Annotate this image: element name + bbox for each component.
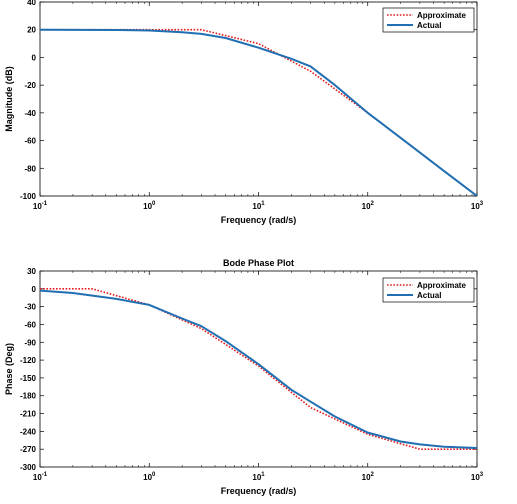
y-tick-label: 0	[32, 53, 37, 62]
y-tick-label: -240	[20, 427, 37, 436]
x-tick-label: 100	[143, 472, 156, 482]
y-tick-label: -120	[20, 356, 37, 365]
magnitude-plot: 10-1 100 101 102 103 40 20 0 -20 -40 -60 -80 -100 App…	[4, 0, 484, 225]
y-tick-label: -180	[20, 392, 37, 401]
y-tick-label: 40	[27, 0, 36, 7]
y-tick-label: -150	[20, 374, 37, 383]
y-tick-label: -270	[20, 445, 37, 454]
x-tick-label: 101	[252, 201, 265, 211]
x-tick-label: 10-1	[33, 472, 48, 482]
legend-box	[382, 277, 475, 303]
series-line-actual	[40, 28, 477, 196]
series-line-approximate	[40, 287, 477, 451]
x-tick-label: 100	[143, 201, 156, 211]
x-tick-label: 101	[252, 472, 265, 482]
legend-label: Actual	[417, 21, 441, 30]
y-tick-label: -60	[24, 320, 36, 329]
x-axis-label: Frequency (rad/s)	[221, 486, 297, 496]
y-tick-label: -210	[20, 410, 37, 419]
y-axis-label: Phase (Deg)	[4, 343, 14, 395]
y-tick-label: -30	[24, 303, 36, 312]
y-tick-label: -80	[24, 164, 36, 173]
legend-label: Approximate	[417, 11, 466, 20]
plot-area	[39, 270, 478, 468]
y-tick-label: -60	[24, 137, 36, 146]
y-axis-label: Magnitude (dB)	[4, 66, 14, 132]
x-axis-label: Frequency (rad/s)	[221, 215, 297, 225]
legend-label: Actual	[417, 291, 441, 300]
x-tick-label: 102	[362, 201, 375, 211]
y-tick-label: -300	[20, 463, 37, 472]
y-tick-label: -40	[24, 109, 36, 118]
y-tick-label: 0	[32, 285, 37, 294]
legend-box	[382, 7, 475, 33]
phase-plot: 10-1 100 101 102 103 30 0 -30 -60 -90 -120 -150 -180…	[4, 258, 484, 496]
chart-title: Bode Phase Plot	[223, 258, 294, 268]
y-tick-label: -90	[24, 338, 36, 347]
x-tick-label: 103	[471, 472, 484, 482]
legend-label: Approximate	[417, 281, 466, 290]
y-tick-label: 20	[27, 26, 36, 35]
y-tick-label: -100	[20, 192, 37, 201]
y-tick-label: 30	[27, 267, 36, 276]
series-line-actual	[40, 289, 477, 449]
x-tick-label: 102	[362, 472, 375, 482]
y-tick-label: -20	[24, 81, 36, 90]
x-tick-label: 10-1	[33, 201, 48, 211]
plot-area	[39, 1, 478, 197]
x-tick-label: 103	[471, 201, 484, 211]
